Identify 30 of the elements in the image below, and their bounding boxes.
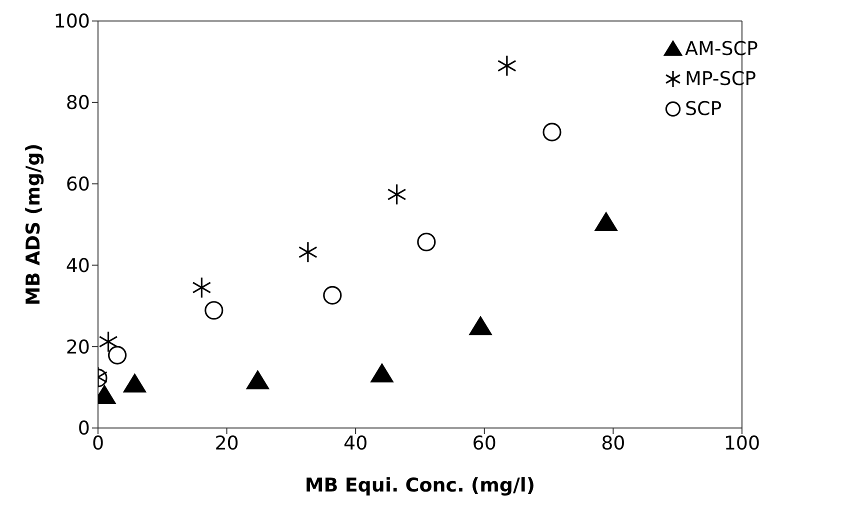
x-tick-label: 80 [601, 432, 626, 454]
point [469, 316, 492, 336]
point [323, 286, 342, 305]
point [497, 54, 516, 77]
x-tick-label: 100 [724, 432, 760, 454]
point [417, 232, 436, 252]
point [298, 241, 318, 263]
x-tick-label: 0 [92, 432, 104, 454]
point [542, 122, 562, 142]
point [192, 276, 212, 298]
x-tick-label: 40 [343, 432, 368, 454]
y-tick-label: 40 [66, 254, 90, 277]
y-axis-title: MB ADS (mg/g) [22, 143, 45, 306]
point [98, 330, 118, 353]
point [204, 301, 224, 320]
y-tick-label: 100 [54, 10, 90, 33]
x-axis-title: MB Equi. Conc. (mg/l) [304, 474, 536, 496]
point [370, 363, 394, 382]
y-tick-label: 80 [66, 92, 90, 114]
x-tick-label: 20 [214, 432, 239, 454]
point [123, 374, 146, 393]
point [246, 370, 270, 390]
legend-label: SCP [684, 98, 722, 120]
y-tick-label: 0 [78, 418, 90, 440]
point [108, 346, 127, 364]
point [594, 212, 618, 231]
y-tick-label: 60 [66, 174, 90, 196]
y-tick-label: 20 [66, 336, 90, 358]
x-tick-label: 60 [472, 432, 496, 454]
point [387, 184, 406, 206]
